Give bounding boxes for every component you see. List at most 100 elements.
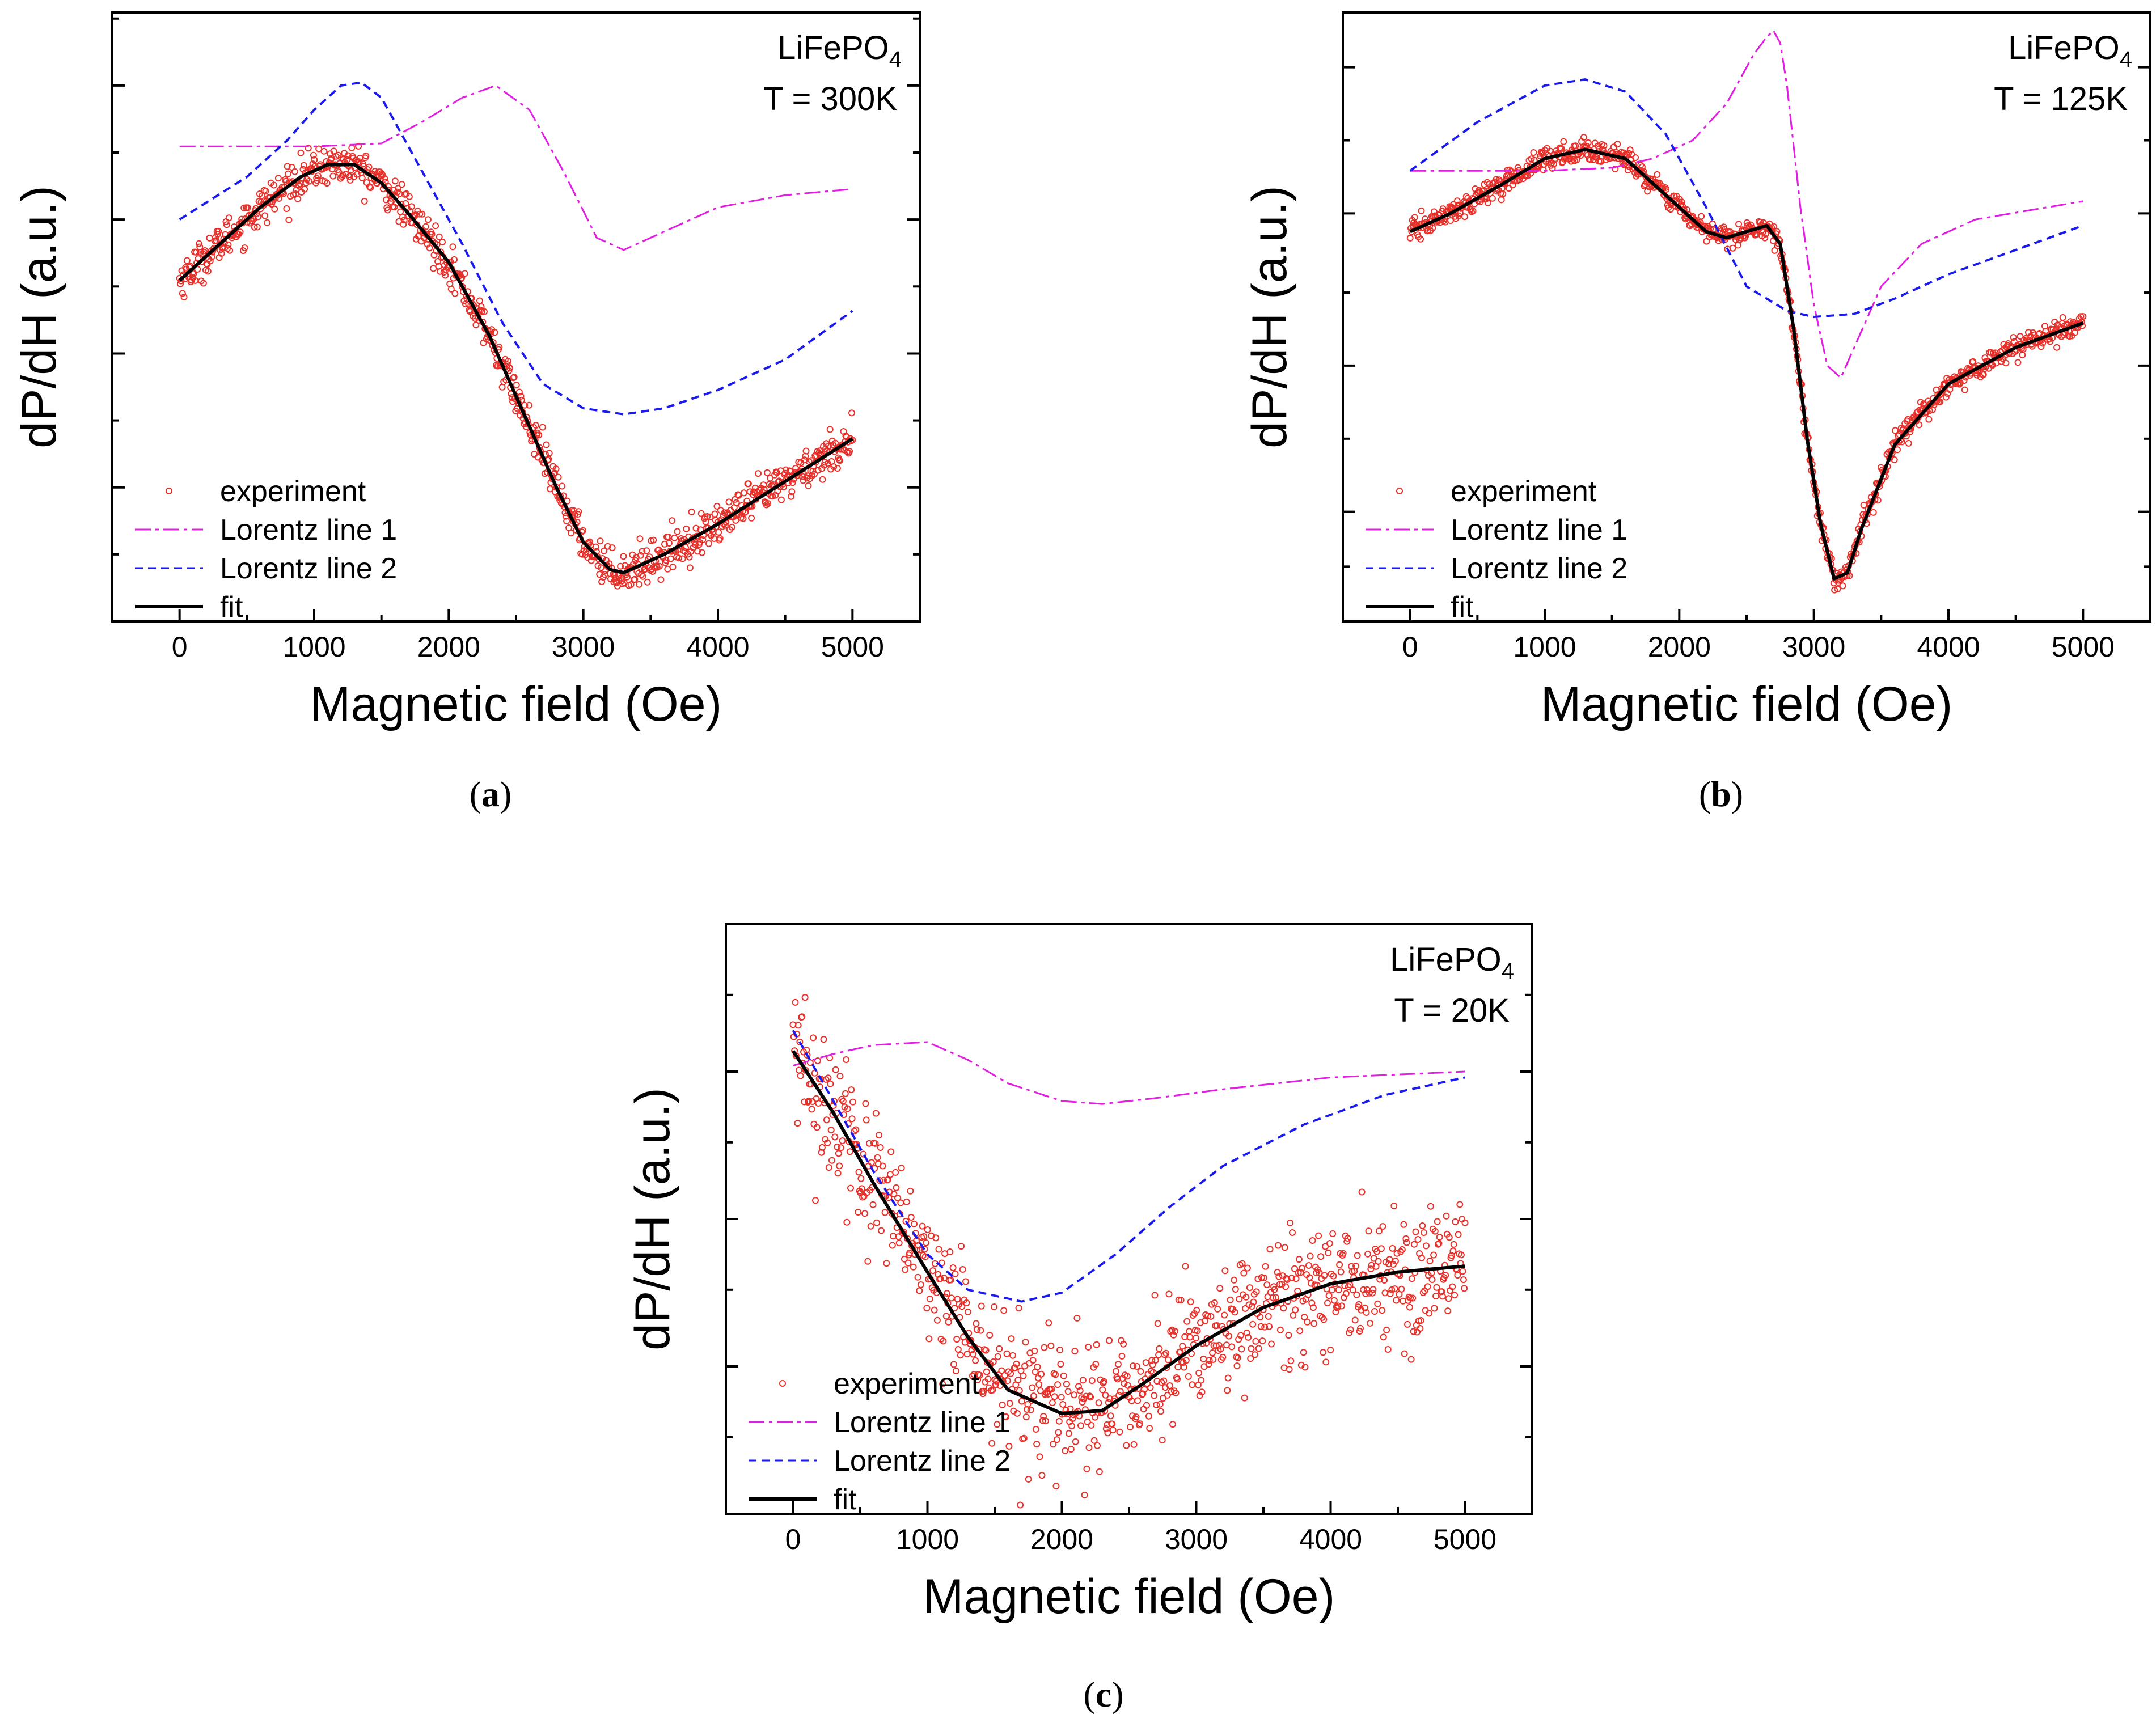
experiment-point (819, 476, 826, 483)
experiment-point (1831, 586, 1838, 594)
experiment-point (1628, 151, 1635, 158)
experiment-point (842, 1090, 849, 1097)
experiment-point (835, 456, 843, 463)
experiment-point (1326, 1240, 1333, 1247)
experiment-point (926, 1296, 933, 1302)
experiment-point (1663, 186, 1670, 193)
experiment-point (1274, 1269, 1281, 1276)
experiment-point (363, 179, 370, 186)
experiment-point (1204, 1312, 1212, 1319)
experiment-point (449, 243, 456, 251)
experiment-point (251, 223, 258, 231)
experiment-point (1137, 1368, 1144, 1375)
experiment-point (1081, 1491, 1088, 1498)
experiment-point (1357, 1324, 1364, 1332)
experiment-point (837, 1144, 844, 1152)
experiment-point (1175, 1296, 1182, 1303)
experiment-point (1118, 1352, 1126, 1360)
series-lorentz-line-2-c (792, 1030, 1465, 1303)
experiment-point (1228, 1343, 1236, 1351)
compound-subscript: 4 (2120, 47, 2132, 72)
experiment-point (1133, 1363, 1140, 1370)
experiment-point (825, 1164, 832, 1171)
experiment-point (208, 253, 215, 260)
experiment-point (794, 1022, 802, 1029)
experiment-point (1392, 1258, 1399, 1265)
experiment-point (1407, 1294, 1414, 1302)
experiment-point (910, 1263, 917, 1271)
experiment-point (996, 1345, 1003, 1352)
experiment-point (787, 468, 794, 475)
caption-close: ) (500, 774, 511, 814)
experiment-point (767, 475, 774, 482)
legend-label-fit: fit (220, 591, 243, 624)
experiment-point (804, 1052, 811, 1059)
experiment-point (1038, 1472, 1046, 1479)
experiment-point (1489, 194, 1496, 202)
experiment-point (264, 219, 271, 226)
experiment-point (1761, 234, 1769, 242)
experiment-point (949, 1264, 957, 1271)
experiment-point (402, 200, 409, 207)
experiment-point (559, 482, 566, 490)
experiment-point (384, 206, 391, 214)
experiment-point (1196, 1392, 1203, 1399)
experiment-point (828, 1157, 835, 1164)
experiment-point (1291, 1265, 1298, 1272)
experiment-point (1157, 1408, 1164, 1415)
experiment-point (1389, 1244, 1396, 1252)
y-axis-title-a: dP/dH (a.u.) (12, 185, 66, 448)
experiment-point (1077, 1422, 1084, 1429)
experiment-point (1266, 1246, 1274, 1253)
experiment-point (705, 540, 712, 547)
experiment-point (644, 578, 651, 586)
experiment-point (980, 1387, 987, 1395)
experiment-point (1036, 1453, 1043, 1460)
experiment-point (851, 1128, 858, 1135)
experiment-point (508, 394, 515, 401)
experiment-point (1288, 1275, 1295, 1282)
experiment-point (432, 222, 439, 230)
experiment-point (1371, 1308, 1378, 1315)
experiment-point (1612, 166, 1619, 172)
experiment-point (1430, 1251, 1438, 1259)
experiment-point (947, 1276, 954, 1284)
experiment-point (1773, 228, 1781, 235)
experiment-point (924, 1226, 931, 1233)
experiment-point (1379, 1223, 1386, 1230)
experiment-point (728, 523, 735, 531)
x-tick-label: 4000 (686, 631, 749, 663)
experiment-point (937, 1275, 944, 1282)
experiment-point (887, 1148, 895, 1155)
experiment-point (1671, 192, 1678, 200)
experiment-point (1201, 1318, 1208, 1325)
experiment-point (1240, 1269, 1248, 1277)
legend-label-fit: fit (1451, 591, 1474, 624)
experiment-point (494, 362, 501, 370)
experiment-point (2014, 359, 2022, 366)
experiment-point (1364, 1250, 1372, 1258)
experiment-point (1449, 1247, 1457, 1255)
experiment-point (1407, 1356, 1415, 1363)
experiment-point (297, 149, 305, 156)
experiment-point (836, 1162, 843, 1170)
experiment-point (824, 460, 831, 467)
experiment-point (1039, 1417, 1046, 1424)
experiment-point (1001, 1371, 1008, 1379)
experiment-point (1891, 456, 1898, 463)
experiment-point (1252, 1351, 1259, 1358)
experiment-point (1179, 1343, 1186, 1350)
x-axis-title-c: Magnetic field (Oe) (923, 1569, 1335, 1624)
experiment-point (1406, 1303, 1413, 1311)
experiment-point (255, 213, 262, 221)
experiment-point (1369, 1286, 1377, 1293)
experiment-point (597, 564, 604, 571)
experiment-point (1022, 1339, 1029, 1346)
experiment-point (1198, 1377, 1205, 1384)
experiment-point (1398, 1246, 1406, 1253)
experiment-point (636, 535, 644, 543)
experiment-point (1417, 235, 1424, 243)
legend-label-lorentz-2: Lorentz line 2 (834, 1445, 1011, 1478)
experiment-point (339, 171, 346, 179)
experiment-point (1215, 1341, 1223, 1349)
